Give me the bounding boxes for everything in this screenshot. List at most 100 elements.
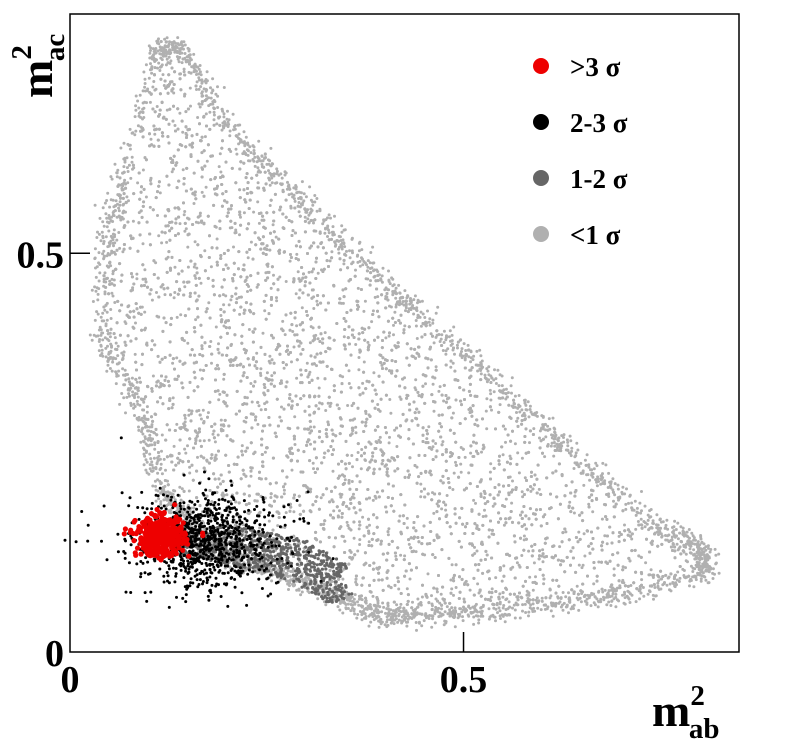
point-lt1sigma <box>358 350 362 354</box>
point-lt1sigma <box>504 440 507 444</box>
point-lt1sigma <box>491 504 495 508</box>
point-lt1sigma <box>266 262 270 266</box>
point-lt1sigma <box>394 554 398 558</box>
point-lt1sigma <box>119 218 123 222</box>
point-lt1sigma <box>275 299 279 303</box>
point-lt1sigma <box>488 470 492 474</box>
point-lt1sigma <box>175 422 179 426</box>
point-lt1sigma <box>188 471 192 475</box>
point-lt1sigma <box>141 168 145 172</box>
point-lt1sigma <box>459 462 463 466</box>
point-lt1sigma <box>228 226 232 230</box>
point-lt1sigma <box>398 514 402 518</box>
point-lt1sigma <box>232 245 235 249</box>
point-lt1sigma <box>203 249 207 253</box>
point-lt1sigma <box>388 304 391 308</box>
point-lt1sigma <box>531 602 535 606</box>
point-lt1sigma <box>472 498 476 502</box>
point-lt1sigma <box>372 371 376 375</box>
point-lt1sigma <box>366 340 370 344</box>
point-lt1sigma <box>189 104 192 108</box>
scatter-points <box>63 36 721 632</box>
point-lt1sigma <box>131 219 135 223</box>
point-lt1sigma <box>387 334 391 338</box>
point-lt1sigma <box>194 318 198 322</box>
point-lt1sigma <box>219 170 223 174</box>
point-lt1sigma <box>235 152 239 156</box>
point-lt1sigma <box>577 530 581 534</box>
point-lt1sigma <box>316 376 320 380</box>
point-lt1sigma <box>183 229 187 233</box>
point-lt1sigma <box>371 454 375 458</box>
point-lt1sigma <box>319 496 323 500</box>
point-lt1sigma <box>386 533 390 537</box>
point-lt1sigma <box>160 433 164 437</box>
point-lt1sigma <box>173 124 177 127</box>
point-lt1sigma <box>163 293 167 297</box>
point-lt1sigma <box>145 343 149 347</box>
point-lt1sigma <box>151 374 155 378</box>
point-lt1sigma <box>403 554 407 558</box>
point-lt1sigma <box>217 398 221 402</box>
point-lt1sigma <box>135 272 139 276</box>
point-lt1sigma <box>307 405 311 409</box>
point-lt1sigma <box>112 244 115 248</box>
point-lt1sigma <box>181 168 185 172</box>
point-lt1sigma <box>332 509 336 513</box>
point-lt1sigma <box>503 427 507 431</box>
point-lt1sigma <box>278 415 282 419</box>
point-lt1sigma <box>362 309 366 313</box>
point-lt1sigma <box>209 340 213 343</box>
point-lt1sigma <box>426 572 430 576</box>
point-lt1sigma <box>450 563 454 567</box>
point-lt1sigma <box>249 390 253 394</box>
point-lt1sigma <box>161 73 165 77</box>
point-lt1sigma <box>261 331 265 335</box>
point-lt1sigma <box>341 577 345 581</box>
point-lt1sigma <box>262 424 265 428</box>
point-lt1sigma <box>451 488 455 491</box>
point-lt1sigma <box>217 342 220 346</box>
point-lt1sigma <box>199 281 203 285</box>
point-lt1sigma <box>206 411 210 415</box>
point-lt1sigma <box>528 575 532 579</box>
point-lt1sigma <box>489 392 493 396</box>
point-lt1sigma <box>256 200 260 204</box>
point-lt1sigma <box>268 354 272 358</box>
point-lt1sigma <box>597 560 601 564</box>
point-lt1sigma <box>474 501 477 505</box>
point-lt1sigma <box>515 561 519 565</box>
point-lt1sigma <box>188 86 192 90</box>
point-lt1sigma <box>395 445 399 448</box>
point-lt1sigma <box>170 170 174 174</box>
point-lt1sigma <box>290 468 294 472</box>
point-lt1sigma <box>238 312 242 316</box>
point-lt1sigma <box>295 333 299 337</box>
point-lt1sigma <box>350 454 354 457</box>
point-lt1sigma <box>480 450 483 454</box>
point-lt1sigma <box>591 510 595 514</box>
point-lt1sigma <box>538 436 541 440</box>
point-lt1sigma <box>175 356 179 360</box>
point-lt1sigma <box>582 532 586 536</box>
point-lt1sigma <box>434 365 438 369</box>
point-lt1sigma <box>420 595 424 599</box>
point-lt1sigma <box>258 526 262 530</box>
point-lt1sigma <box>343 478 347 482</box>
point-lt1sigma <box>134 129 138 133</box>
point-lt1sigma <box>292 510 296 514</box>
point-lt1sigma <box>367 540 371 544</box>
point-lt1sigma <box>473 545 476 549</box>
point-lt1sigma <box>143 268 147 272</box>
point-lt1sigma <box>324 409 328 412</box>
point-lt1sigma <box>558 545 562 549</box>
point-lt1sigma <box>459 470 463 474</box>
point-lt1sigma <box>224 294 228 298</box>
point-lt1sigma <box>179 313 183 317</box>
point-lt1sigma <box>150 298 154 302</box>
point-lt1sigma <box>283 333 287 337</box>
point-lt1sigma <box>173 265 177 269</box>
point-lt1sigma <box>621 565 625 569</box>
point-lt1sigma <box>255 351 259 355</box>
point-lt1sigma <box>347 369 351 373</box>
